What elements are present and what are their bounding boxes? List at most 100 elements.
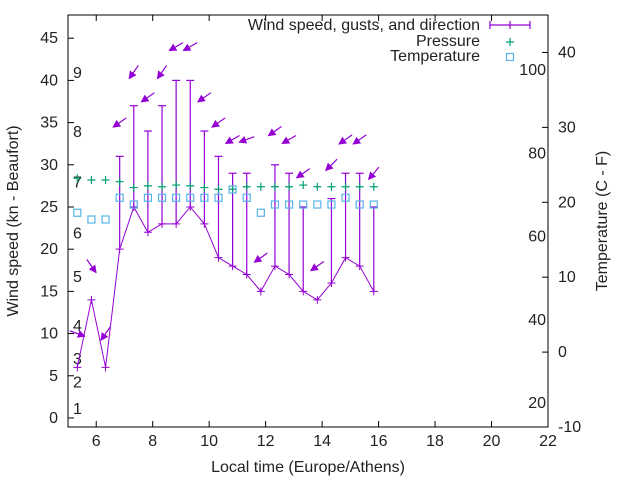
temperature-point [129,200,138,209]
beaufort-label: 8 [73,124,82,141]
pressure-point [101,175,110,184]
wind-direction-arrow [140,92,155,103]
beaufort-label: 7 [73,175,82,192]
legend-label-wind: Wind speed, gusts, and direction [248,17,480,34]
wind-direction-arrow [368,166,380,181]
pressure-point [270,182,279,191]
y-tick-label: 40 [40,72,58,89]
y-axis-label: Wind speed (kn - Beaufort) [5,125,22,316]
wind-direction-arrow [352,134,367,145]
wind-direction-arrow [295,168,311,179]
beaufort-label: 3 [73,351,82,368]
legend-label-pressure: Pressure [416,33,480,50]
temperature-point [299,200,308,209]
x-tick-label: 22 [539,433,557,450]
pressure-point [186,181,195,190]
wind-direction-arrow [338,134,353,145]
legend-pressure-swatch [506,38,514,46]
temperature-point [143,193,153,202]
temperature-point [200,193,209,202]
temperature-point [214,193,223,202]
wind-direction-arrow [211,117,226,128]
pressure-point [143,181,152,190]
x-tick-label: 8 [148,433,157,450]
y-tick-label: 25 [40,199,58,216]
y-tick-label: 5 [49,368,58,385]
y2-tick-label: 20 [558,194,576,211]
fahrenheit-label: 60 [528,229,546,246]
pressure-point [172,181,181,190]
pressure-point [73,174,82,183]
y-tick-label: 0 [49,410,58,427]
x-axis-label: Local time (Europe/Athens) [211,459,405,476]
wind-speed-point [73,363,82,372]
pressure-point [129,183,138,192]
temperature-point [313,200,322,209]
x-tick-label: 20 [483,433,501,450]
y2-tick-label: -10 [558,419,581,436]
temperature-point [327,200,336,209]
temperature-point [87,215,96,224]
pressure-point [355,182,364,191]
wind-direction-arrow [168,42,184,52]
pressure-point [242,182,251,191]
y-tick-label: 10 [40,326,58,343]
wind-direction-arrow [112,117,127,128]
beaufort-label: 4 [73,318,82,335]
wind-direction-arrow [86,259,97,274]
beaufort-label: 9 [73,65,82,82]
plot-frame [67,14,549,428]
y2-axis-label: Temperature (C - F) [594,151,611,291]
temperature-point [284,200,294,209]
pressure-point [299,181,308,190]
temperature-point [341,193,350,202]
pressure-point [214,185,223,194]
pressure-point [369,182,378,191]
wind-speed-point [256,287,265,296]
y-tick-label: 35 [40,115,58,132]
y-tick-label: 30 [40,157,58,174]
beaufort-label: 2 [73,375,82,392]
x-tick-label: 6 [92,433,101,450]
temperature-point [369,200,378,209]
wind-direction-arrow [267,125,282,137]
wind-direction-arrow [197,92,212,103]
wind-direction-arrow [156,65,168,80]
wind-speed-point [87,295,96,304]
x-tick-label: 14 [313,433,331,450]
temperature-point [115,193,124,202]
beaufort-label: 1 [73,401,82,418]
fahrenheit-label: 100 [519,62,546,79]
wind-direction-arrow [182,42,198,52]
wind-direction-arrow [281,134,297,144]
y2-tick-label: 40 [558,44,576,61]
wind-direction-arrow [238,136,255,144]
x-tick-label: 16 [370,433,388,450]
pressure-point [341,182,350,191]
wind-direction-arrow [100,326,111,341]
pressure-point [327,182,336,191]
y-tick-label: 15 [40,283,58,300]
temperature-point [228,185,237,194]
fahrenheit-label: 20 [528,395,546,412]
wind-direction-arrow [325,158,338,172]
fahrenheit-label: 80 [528,145,546,162]
beaufort-label: 5 [73,269,82,286]
temperature-point [242,193,251,202]
pressure-point [256,182,265,191]
temperature-point [73,208,82,217]
temperature-point [270,200,280,209]
wind-direction-arrow [224,134,240,144]
legend-label-temperature: Temperature [390,48,480,65]
pressure-point [158,182,167,191]
temperature-point [256,208,265,217]
y2-tick-label: 0 [558,344,567,361]
legend-temperature-swatch [505,52,515,62]
y-tick-label: 45 [40,30,58,47]
temperature-point [172,193,181,202]
temperature-point [157,193,167,202]
temperature-point [355,200,364,209]
wind-speed-point [313,295,322,304]
temperature-point [186,193,195,202]
